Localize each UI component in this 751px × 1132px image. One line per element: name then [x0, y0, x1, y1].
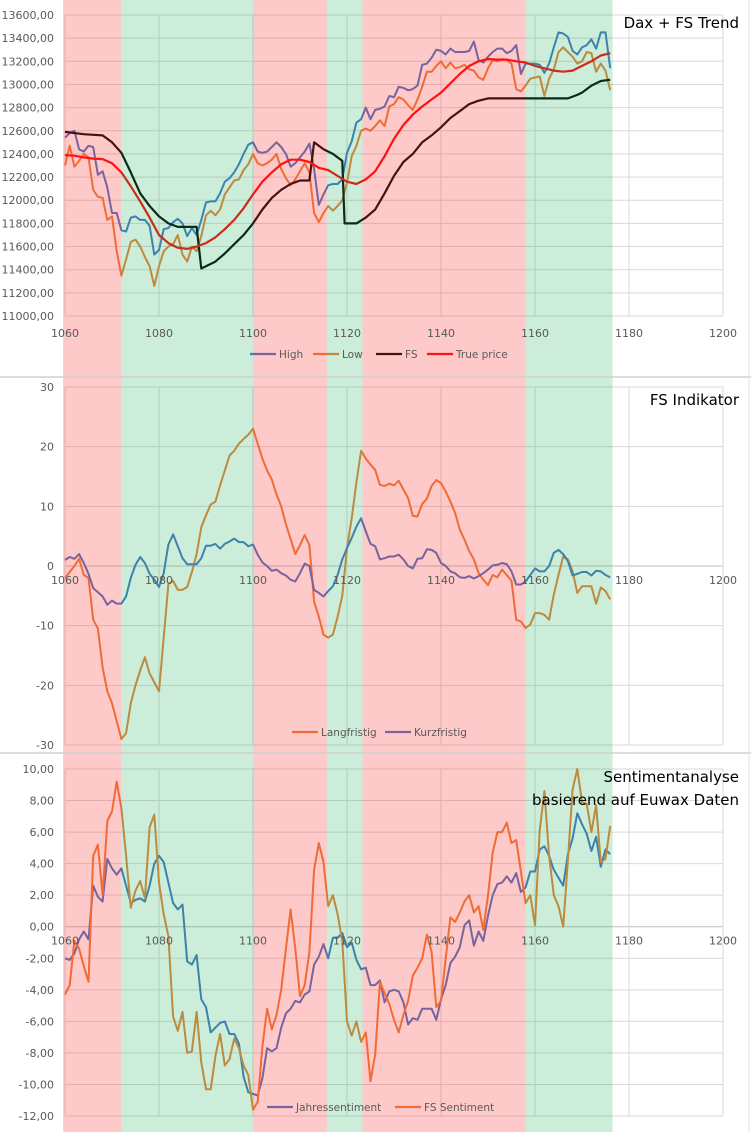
series-lines [64, 31, 612, 1111]
legend-label-kurzfristig: Kurzfristig [414, 727, 467, 739]
y-tick-label: 13400,00 [2, 32, 55, 45]
x-tick-label: 1180 [615, 574, 643, 587]
y-tick-label: 11800,00 [2, 217, 55, 230]
x-tick-label: 1060 [51, 574, 79, 587]
y-tick-label: 11600,00 [2, 241, 55, 254]
x-tick-label: 1140 [427, 327, 455, 340]
chart-title: Sentimentanalyse [603, 768, 739, 786]
y-tick-label: 10 [40, 500, 54, 513]
y-tick-label: 12000,00 [2, 194, 55, 207]
y-tick-label: -10,00 [19, 1078, 54, 1091]
x-tick-label: 1080 [145, 935, 173, 948]
y-tick-label: -12,00 [19, 1110, 54, 1123]
y-tick-label: 20 [40, 441, 54, 454]
legend-swatches [250, 352, 453, 1109]
x-tick-label: 1100 [239, 574, 267, 587]
y-tick-label: 12400,00 [2, 148, 55, 161]
y-tick-label: 11200,00 [2, 287, 55, 300]
y-tick-label: -20 [36, 679, 54, 692]
y-tick-label: 6,00 [30, 826, 55, 839]
y-tick-label: -4,00 [26, 984, 54, 997]
x-tick-label: 1080 [145, 327, 173, 340]
y-tick-label: 12800,00 [2, 102, 55, 115]
x-tick-label: 1100 [239, 935, 267, 948]
legend-label-fs-sentiment: FS Sentiment [424, 1102, 494, 1114]
y-tick-label: -30 [36, 739, 54, 752]
y-tick-label: -8,00 [26, 1047, 54, 1060]
series-line-high [64, 31, 612, 256]
series-line-kurzfristig [64, 517, 611, 606]
x-tick-label: 1060 [51, 935, 79, 948]
y-tick-label: 13000,00 [2, 78, 55, 91]
y-tick-label: -6,00 [26, 1015, 54, 1028]
series-line-langfristig [64, 427, 612, 740]
legend-label-low: Low [342, 349, 363, 361]
y-tick-label: 0,00 [30, 921, 55, 934]
y-tick-label: 11000,00 [2, 310, 55, 323]
x-tick-label: 1200 [709, 935, 737, 948]
y-tick-label: -10 [36, 620, 54, 633]
y-tick-label: 13600,00 [2, 9, 55, 22]
legend-label-high: High [279, 349, 303, 361]
y-tick-label: 2,00 [30, 889, 55, 902]
y-tick-label: 11400,00 [2, 264, 55, 277]
x-tick-label: 1120 [333, 574, 361, 587]
x-tick-label: 1080 [145, 574, 173, 587]
x-tick-label: 1120 [333, 327, 361, 340]
band-green [121, 0, 254, 1132]
band-green [525, 0, 613, 1132]
band-red [63, 0, 122, 1132]
series-line-low [64, 46, 612, 287]
x-tick-label: 1140 [427, 935, 455, 948]
y-tick-label: 4,00 [30, 858, 55, 871]
y-tick-label: 13200,00 [2, 55, 55, 68]
x-tick-label: 1160 [521, 574, 549, 587]
x-tick-label: 1160 [521, 327, 549, 340]
series-line-fs [64, 78, 611, 270]
x-tick-label: 1180 [615, 327, 643, 340]
x-tick-label: 1160 [521, 935, 549, 948]
band-red [253, 0, 327, 1132]
legend-label-jahressentiment: Jahressentiment [295, 1102, 381, 1114]
y-tick-label: 10,00 [23, 763, 55, 776]
x-tick-label: 1060 [51, 327, 79, 340]
x-tick-label: 1140 [427, 574, 455, 587]
band-green [326, 0, 363, 1132]
y-tick-label: 30 [40, 381, 54, 394]
y-tick-label: 8,00 [30, 795, 55, 808]
x-tick-label: 1180 [615, 935, 643, 948]
signal-bands [63, 0, 613, 1132]
x-tick-label: 1120 [333, 935, 361, 948]
x-tick-label: 1200 [709, 574, 737, 587]
band-red [362, 0, 526, 1132]
legend-label-langfristig: Langfristig [321, 727, 377, 739]
legend-label-fs: FS [405, 349, 418, 361]
chart-title: FS Indikator [650, 391, 740, 409]
gridlines [64, 14, 724, 1117]
series-line-jahressentiment [64, 812, 611, 1097]
chart-title: Dax + FS Trend [624, 14, 739, 32]
series-line-true-price [64, 52, 611, 250]
y-tick-label: 12200,00 [2, 171, 55, 184]
series-line-fs-sentiment [64, 768, 612, 1111]
x-tick-label: 1200 [709, 327, 737, 340]
x-tick-label: 1100 [239, 327, 267, 340]
legend-label-true-price: True price [455, 349, 508, 361]
y-tick-label: -2,00 [26, 952, 54, 965]
chart-labels: 11000,0011200,0011400,0011600,0011800,00… [2, 9, 740, 1123]
chart-title: basierend auf Euwax Daten [532, 791, 739, 809]
y-tick-label: 12600,00 [2, 125, 55, 138]
y-tick-label: 0 [47, 560, 54, 573]
